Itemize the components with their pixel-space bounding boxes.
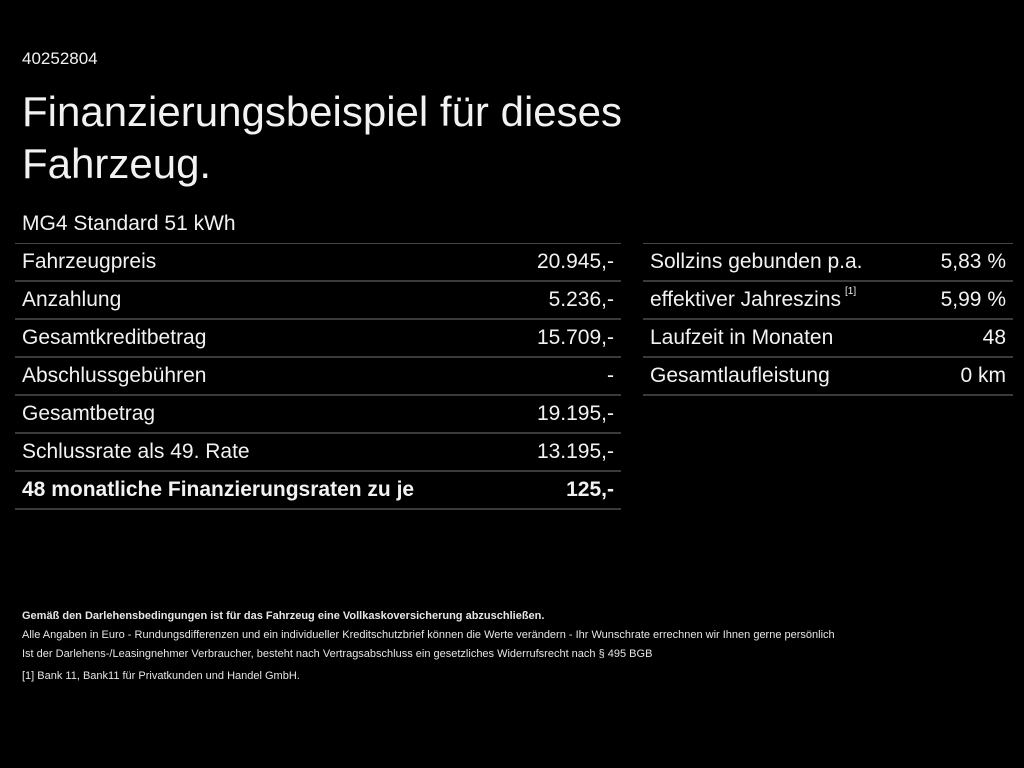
table-row: Anzahlung 5.236,-	[15, 282, 621, 320]
row-value: 19.195,-	[536, 402, 614, 425]
page-title: Finanzierungsbeispiel für dieses Fahrzeu…	[22, 88, 622, 187]
footnote-marker: [1]	[22, 670, 35, 682]
table-row: Gesamtbetrag 19.195,-	[15, 396, 621, 434]
disclaimer-line: Alle Angaben in Euro - Rundungsdifferenz…	[22, 629, 835, 641]
table-row: Gesamtkreditbetrag 15.709,-	[15, 320, 621, 358]
withdrawal-note: Ist der Darlehens-/Leasingnehmer Verbrau…	[22, 648, 653, 660]
row-label: Gesamtlaufleistung	[650, 364, 830, 387]
row-label: Gesamtbetrag	[22, 402, 156, 425]
row-value: 20.945,-	[536, 250, 614, 273]
table-row: Sollzins gebunden p.a. 5,83 %	[643, 244, 1013, 282]
row-value: 48	[982, 326, 1006, 349]
row-label: Laufzeit in Monaten	[650, 326, 834, 349]
footnote-marker: [1]	[845, 286, 857, 297]
row-value: 15.709,-	[536, 326, 614, 349]
row-label: Anzahlung	[22, 288, 122, 311]
model-name: MG4 Standard 51 kWh	[22, 212, 236, 235]
financing-table: Fahrzeugpreis 20.945,- Anzahlung 5.236,- G…	[15, 243, 621, 510]
row-value: 5.236,-	[548, 288, 614, 311]
table-row: Abschlussgebühren -	[15, 358, 621, 396]
row-value: 0 km	[960, 364, 1006, 387]
row-value: 5,99 %	[940, 288, 1006, 311]
legal-notes: Gemäß den Darlehensbedingungen ist für d…	[22, 607, 835, 686]
footnote-text: Bank 11, Bank11 für Privatkunden und Han…	[37, 670, 300, 682]
footnote: [1] Bank 11, Bank11 für Privatkunden und…	[22, 667, 835, 686]
row-label: Fahrzeugpreis	[22, 250, 157, 273]
monthly-rate-row: 48 monatliche Finanzierungsraten zu je 12…	[15, 472, 621, 510]
row-label: Sollzins gebunden p.a.	[650, 250, 863, 273]
row-value: 5,83 %	[940, 250, 1006, 273]
table-row: Gesamtlaufleistung 0 km	[643, 358, 1013, 396]
row-label: Gesamtkreditbetrag	[22, 326, 207, 349]
row-label: 48 monatliche Finanzierungsraten zu je	[22, 478, 415, 501]
table-row: Fahrzeugpreis 20.945,-	[15, 244, 621, 282]
table-row: Laufzeit in Monaten 48	[643, 320, 1013, 358]
insurance-note: Gemäß den Darlehensbedingungen ist für d…	[22, 610, 545, 622]
row-label: effektiver Jahreszins	[650, 288, 842, 311]
row-label: Schlussrate als 49. Rate	[22, 440, 250, 463]
vehicle-id: 40252804	[22, 49, 98, 68]
row-value: 125,-	[566, 478, 614, 501]
interest-table: Sollzins gebunden p.a. 5,83 % effektiver …	[643, 243, 1013, 396]
table-row: effektiver Jahreszins [1] 5,99 %	[643, 282, 1013, 320]
row-label: Abschlussgebühren	[22, 364, 207, 387]
row-value: 13.195,-	[536, 440, 614, 463]
table-row: Schlussrate als 49. Rate 13.195,-	[15, 434, 621, 472]
row-value: -	[607, 364, 614, 387]
